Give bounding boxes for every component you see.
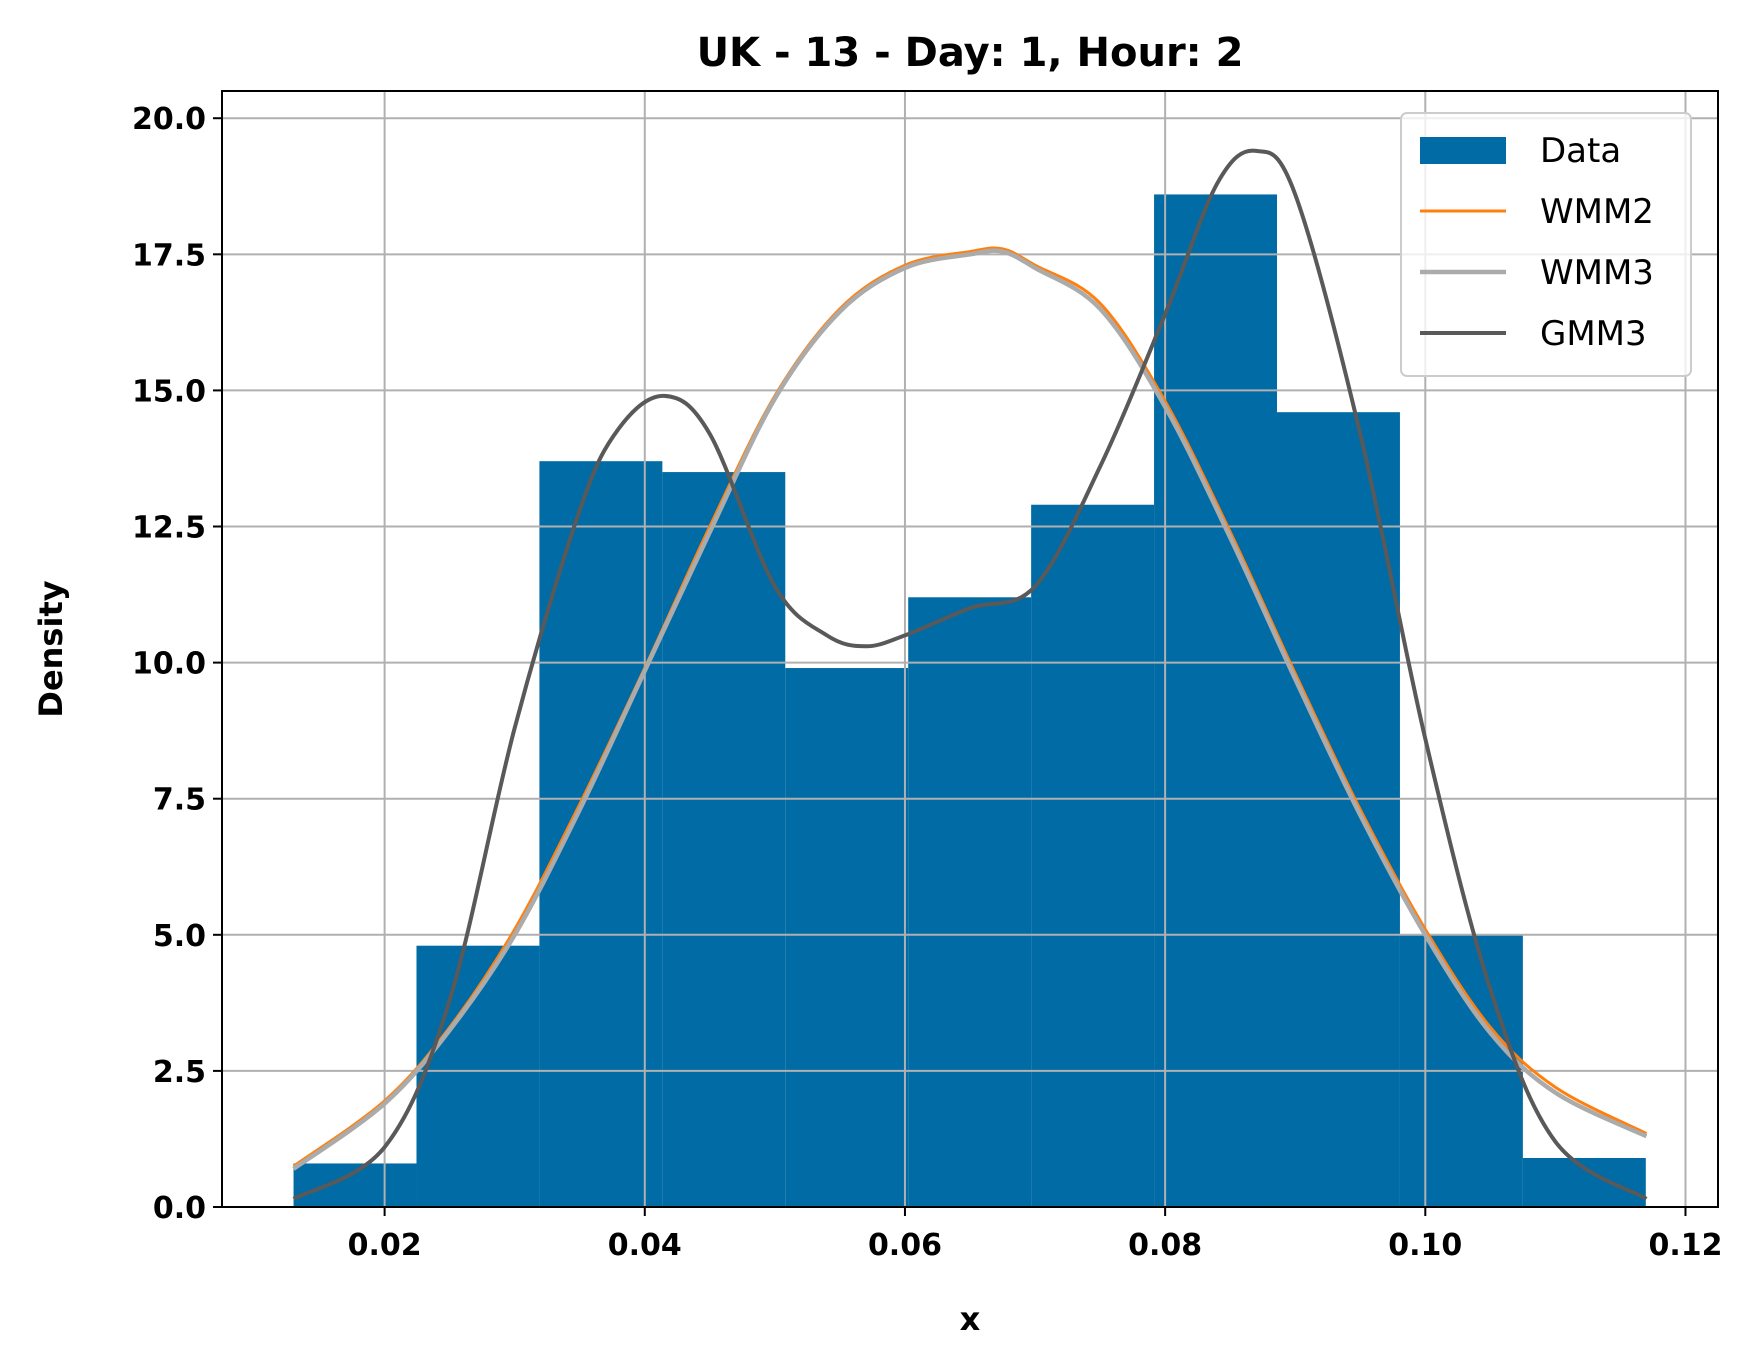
x-tick-label: 0.02 bbox=[348, 1228, 422, 1263]
histogram-bar bbox=[1031, 504, 1155, 1207]
x-tick-label: 0.08 bbox=[1128, 1228, 1202, 1263]
histogram-bar bbox=[785, 668, 909, 1207]
y-tick-label: 7.5 bbox=[153, 783, 206, 818]
legend-label: Data bbox=[1540, 131, 1621, 171]
histogram-bar bbox=[416, 945, 540, 1207]
x-axis-label: x bbox=[960, 1300, 981, 1338]
x-tick-label: 0.04 bbox=[608, 1228, 682, 1263]
chart-title: UK - 13 - Day: 1, Hour: 2 bbox=[697, 30, 1244, 76]
y-tick-label: 10.0 bbox=[132, 647, 206, 682]
histogram-bars bbox=[293, 194, 1646, 1207]
y-tick-label: 0.0 bbox=[153, 1191, 206, 1226]
legend-box bbox=[1400, 112, 1692, 377]
histogram-bar bbox=[908, 597, 1032, 1207]
x-tick-label: 0.10 bbox=[1388, 1228, 1462, 1263]
histogram-bar bbox=[1154, 194, 1278, 1207]
y-tick-label: 5.0 bbox=[153, 919, 206, 954]
legend-label: GMM3 bbox=[1540, 314, 1647, 354]
legend-swatch-data bbox=[1420, 137, 1506, 164]
plot-frame bbox=[221, 90, 1719, 1208]
legend: Data WMM2 WMM3 GMM3 bbox=[1400, 112, 1692, 377]
series-line-wmm3 bbox=[292, 248, 1648, 1171]
legend-label: WMM2 bbox=[1540, 192, 1654, 232]
histogram-bar bbox=[1277, 412, 1400, 1207]
axis-ticks: 0.02 0.04 0.06 0.08 0.10 0.12 0.0 2.5 5.0 7.5 10.0… bbox=[132, 102, 1723, 1263]
x-tick-label: 0.12 bbox=[1648, 1228, 1722, 1263]
y-axis-label: Density bbox=[32, 580, 70, 717]
histogram-bar bbox=[1522, 1158, 1646, 1207]
fit-curves bbox=[292, 148, 1648, 1201]
series-line-gmm3 bbox=[292, 148, 1648, 1201]
x-tick-label: 0.06 bbox=[868, 1228, 942, 1263]
y-tick-label: 12.5 bbox=[132, 511, 206, 546]
legend-label: WMM3 bbox=[1540, 253, 1654, 293]
y-tick-label: 2.5 bbox=[153, 1055, 206, 1090]
histogram-bar bbox=[662, 472, 786, 1207]
histogram-bar bbox=[539, 461, 663, 1207]
y-tick-label: 17.5 bbox=[132, 238, 206, 273]
y-tick-label: 20.0 bbox=[132, 102, 206, 137]
series-line-wmm2 bbox=[292, 246, 1648, 1168]
y-tick-label: 15.0 bbox=[132, 374, 206, 409]
